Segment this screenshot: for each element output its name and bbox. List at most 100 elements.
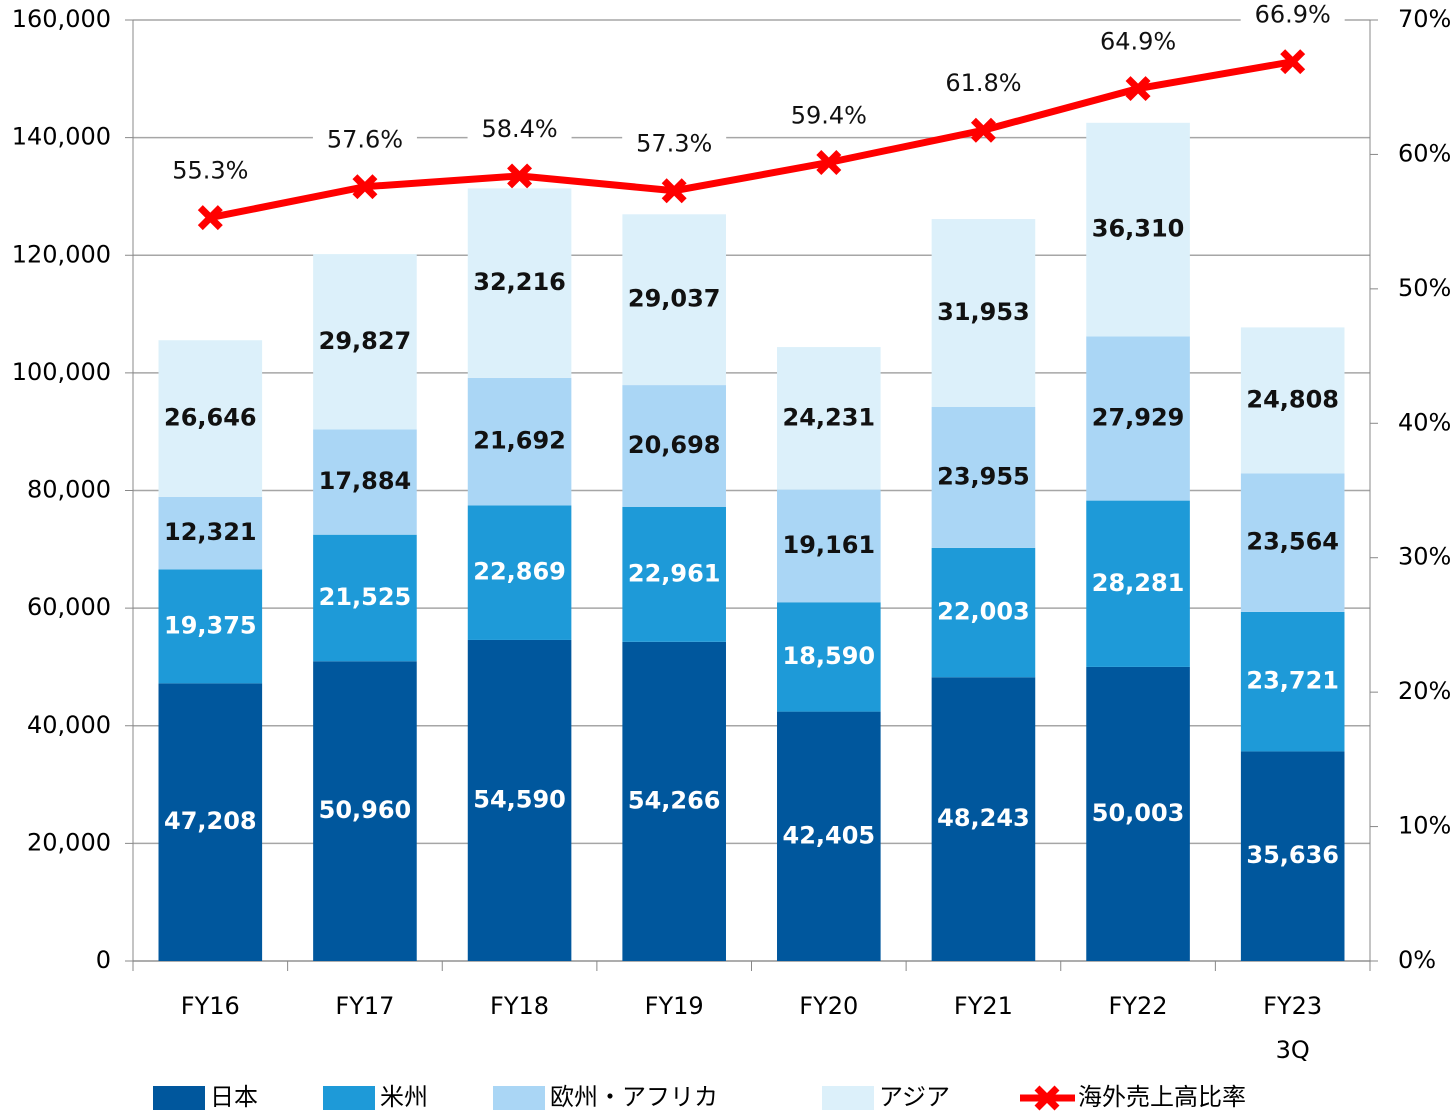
label-bg [931, 66, 1036, 103]
data-label: 20,698 [628, 431, 721, 459]
bar-segment [313, 429, 417, 535]
x-tick-label: FY16 [180, 992, 240, 1020]
bar-segment [1086, 500, 1190, 667]
data-label: 26,646 [164, 404, 257, 432]
label-bg [467, 111, 572, 148]
bar-segment [313, 254, 417, 430]
y2-tick-label: 0% [1398, 946, 1436, 974]
bar-segment [467, 639, 572, 961]
label-bg [622, 126, 727, 163]
data-label: 22,869 [473, 558, 566, 586]
label-bg [1086, 24, 1191, 61]
bar-segment [777, 602, 881, 712]
y2-tick-label: 50% [1398, 274, 1451, 302]
x-tick-label: FY23 3Q [1263, 992, 1323, 1064]
y-tick-label: 160,000 [12, 5, 111, 33]
line-label: 59.4% [791, 101, 867, 129]
data-label: 29,037 [628, 285, 721, 313]
y-tick-label: 120,000 [12, 240, 111, 268]
data-label: 22,003 [937, 598, 1030, 626]
bar-segment [931, 677, 1036, 961]
x-tick-label: FY22 [1108, 992, 1168, 1020]
y-tick-label: 0 [96, 946, 111, 974]
data-label: 23,564 [1246, 528, 1339, 556]
line-marker [1280, 49, 1306, 75]
y-tick-label: 140,000 [12, 123, 111, 151]
data-label: 21,692 [473, 427, 566, 455]
line-marker [352, 174, 378, 200]
x-tick-label: FY18 [490, 992, 550, 1020]
data-label: 50,003 [1092, 799, 1185, 827]
data-label: 22,961 [628, 559, 721, 587]
label-bg [158, 153, 263, 190]
bar-segment [467, 505, 572, 640]
data-label: 24,231 [783, 403, 876, 431]
line-label: 58.4% [481, 115, 557, 143]
y-tick-label: 100,000 [12, 358, 111, 386]
bar-segment [777, 347, 881, 490]
line-label: 57.6% [327, 126, 403, 154]
legend-swatch [1034, 1085, 1060, 1111]
bar-segment [1086, 666, 1190, 961]
line-marker [197, 205, 223, 231]
line-marker [970, 117, 996, 143]
bar-segment [1240, 327, 1345, 474]
bar-segment [313, 661, 417, 961]
line-marker [816, 150, 842, 175]
bar-segment [1086, 336, 1190, 501]
bar-segment [158, 340, 263, 497]
data-label: 47,208 [164, 807, 257, 835]
bar-segment [313, 534, 417, 662]
line-label: 66.9% [1255, 1, 1331, 29]
legend-label: 米州 [380, 1083, 428, 1111]
line-marker [1125, 76, 1151, 102]
x-tick-label: FY19 [644, 992, 704, 1020]
y2-tick-label: 60% [1398, 139, 1451, 167]
bar-segment [931, 219, 1036, 407]
bar-segment [622, 385, 726, 507]
bar-segment [1240, 473, 1345, 612]
data-label: 48,243 [937, 804, 1030, 832]
bar-segment [931, 406, 1036, 548]
y-tick-label: 40,000 [27, 711, 111, 739]
data-label: 27,929 [1092, 403, 1185, 431]
data-label: 31,953 [937, 298, 1030, 326]
y2-tick-label: 30% [1398, 543, 1451, 571]
y2-tick-label: 70% [1398, 5, 1451, 33]
x-tick-label: FY17 [335, 992, 395, 1020]
data-label: 54,266 [628, 786, 721, 814]
legend-swatch [323, 1086, 375, 1110]
data-label: 19,161 [783, 531, 876, 559]
data-label: 35,636 [1246, 841, 1339, 869]
bar-segment [1086, 122, 1190, 337]
data-label: 24,808 [1246, 385, 1339, 413]
data-label: 21,525 [319, 583, 412, 611]
data-label: 32,216 [473, 268, 566, 296]
y-tick-label: 20,000 [27, 828, 111, 856]
y2-tick-label: 20% [1398, 677, 1451, 705]
line-label: 55.3% [172, 157, 248, 185]
bar-segment [777, 711, 881, 961]
bar-segment [467, 377, 572, 506]
data-label: 17,884 [319, 467, 412, 495]
x-tick-label: FY21 [953, 992, 1013, 1020]
legend-label: 日本 [210, 1083, 258, 1111]
data-label: 29,827 [319, 327, 412, 355]
y-tick-label: 80,000 [27, 476, 111, 504]
data-label: 12,321 [164, 518, 257, 546]
bar-segment [622, 506, 726, 642]
y2-tick-label: 10% [1398, 812, 1451, 840]
data-label: 36,310 [1092, 215, 1185, 243]
bar-segment [158, 569, 263, 684]
bar-segment [622, 641, 726, 961]
y-tick-label: 60,000 [27, 593, 111, 621]
bar-segment [158, 683, 263, 961]
y2-tick-label: 40% [1398, 408, 1451, 436]
data-label: 42,405 [783, 821, 876, 849]
bar-segment [931, 547, 1036, 678]
line-marker [661, 178, 687, 204]
line-label: 57.3% [636, 130, 712, 158]
data-label: 18,590 [783, 642, 876, 670]
